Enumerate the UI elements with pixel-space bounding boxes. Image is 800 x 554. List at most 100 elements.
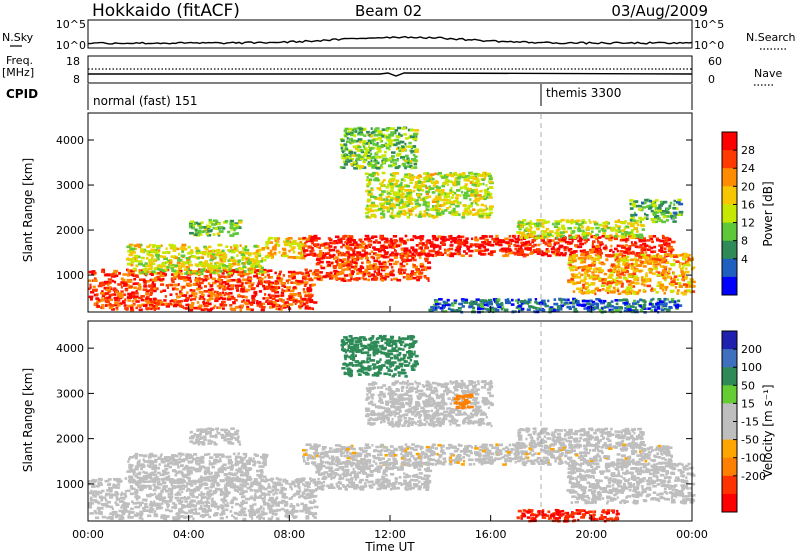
radar-cell (194, 228, 198, 232)
radar-cell (126, 245, 131, 249)
radar-cell (225, 245, 229, 248)
radar-cell (311, 241, 314, 245)
radar-cell (239, 271, 244, 275)
radar-cell (104, 292, 109, 295)
radar-cell (419, 187, 422, 190)
radar-cell (648, 245, 651, 248)
radar-cell (521, 231, 526, 235)
radar-cell (371, 155, 376, 159)
radar-cell (367, 239, 373, 243)
radar-cell (451, 190, 455, 194)
radar-cell (264, 275, 267, 279)
radar-cell (217, 278, 222, 281)
radar-cell (469, 181, 472, 184)
radar-cell (616, 225, 622, 228)
radar-cell (559, 304, 564, 308)
radar-cell (341, 144, 344, 147)
radar-cell (634, 245, 638, 248)
radar-cell (649, 237, 654, 241)
radar-cell (596, 248, 599, 252)
radar-cell (409, 178, 415, 181)
radar-cell (615, 276, 619, 280)
radar-cell (300, 300, 305, 303)
radar-cell (511, 251, 516, 255)
radar-cell (318, 278, 323, 282)
radar-cell (433, 308, 438, 311)
radar-cell (586, 289, 590, 292)
radar-cell (446, 253, 450, 257)
radar-cell (176, 300, 181, 304)
radar-cell (576, 276, 582, 279)
radar-cell (587, 267, 593, 270)
radar-cell (323, 242, 327, 246)
radar-cell (517, 307, 521, 311)
radar-cell (470, 192, 473, 196)
radar-cell (572, 290, 576, 293)
radar-cell (508, 238, 514, 242)
radar-cell (113, 293, 117, 296)
radar-cell (359, 266, 365, 269)
radar-cell (514, 299, 519, 302)
radar-cell (330, 255, 334, 258)
radar-cell (347, 267, 351, 271)
radar-cell (395, 199, 399, 203)
radar-cell (146, 270, 149, 274)
radar-cell (612, 286, 616, 290)
radar-cell (602, 299, 607, 303)
radar-cell (344, 127, 349, 131)
radar-cell (553, 241, 559, 245)
radar-cell (351, 270, 354, 273)
radar-cell (412, 137, 418, 141)
radar-cell (429, 187, 435, 190)
radar-cell (388, 263, 393, 266)
radar-cell (547, 233, 552, 236)
radar-cell (590, 282, 596, 285)
radar-cell (341, 253, 345, 257)
radar-cell (381, 190, 386, 193)
radar-cell (226, 292, 230, 296)
radar-cell (427, 213, 431, 217)
radar-cell (670, 214, 674, 218)
radar-cell (158, 268, 164, 272)
radar-cell (327, 251, 331, 255)
radar-cell (633, 299, 637, 303)
radar-cell (364, 142, 369, 145)
radar-cell (441, 176, 446, 179)
radar-cell (641, 306, 644, 309)
radar-cell (592, 261, 597, 265)
radar-cell (132, 295, 135, 298)
radar-cell (209, 284, 214, 287)
radar-cell (634, 241, 637, 244)
radar-cell (189, 223, 193, 227)
radar-cell (434, 300, 438, 304)
radar-cell (479, 197, 484, 200)
radar-cell (641, 237, 647, 240)
radar-cell (650, 298, 653, 302)
radar-cell (364, 256, 369, 260)
radar-cell (373, 134, 379, 137)
radar-cell (640, 253, 645, 257)
radar-cell (150, 287, 154, 290)
radar-cell (488, 298, 493, 302)
radar-cell (221, 249, 225, 253)
radar-cell (383, 206, 388, 209)
radar-cell (373, 259, 378, 263)
radar-cell (408, 191, 413, 194)
radar-cell (534, 300, 538, 304)
radar-cell (686, 253, 690, 257)
radar-cell (166, 266, 170, 269)
radar-cell (684, 253, 688, 256)
radar-cell (660, 202, 665, 206)
radar-cell (291, 273, 296, 276)
radar-cell (291, 256, 296, 259)
radar-cell (593, 235, 597, 239)
radar-cell (555, 308, 560, 312)
radar-cell (526, 308, 531, 311)
radar-cell (212, 266, 218, 270)
radar-cell (677, 254, 680, 257)
radar-cell (131, 273, 134, 277)
radar-cell (199, 281, 204, 285)
radar-cell (320, 244, 326, 247)
radar-cell (162, 289, 167, 292)
radar-cell (370, 159, 373, 163)
